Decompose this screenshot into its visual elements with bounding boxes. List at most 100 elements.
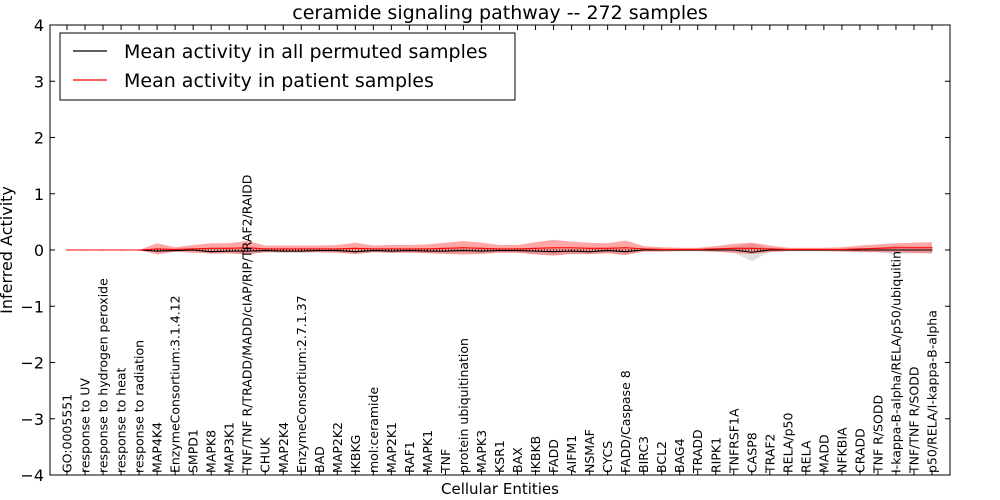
point-series-1-12 <box>282 248 284 250</box>
x-tick-label-26: IKBKB <box>528 436 543 473</box>
y-tick-label-3: −1 <box>20 297 44 316</box>
point-series-1-19 <box>408 248 410 250</box>
x-tick-label-31: FADD/Caspase 8 <box>618 370 633 473</box>
point-series-0-19 <box>408 249 410 252</box>
point-series-1-26 <box>534 247 537 249</box>
point-series-1-40 <box>787 248 789 251</box>
point-series-0-28 <box>570 250 573 252</box>
point-series-1-25 <box>516 248 519 250</box>
band-series-0 <box>67 243 932 262</box>
x-tick-label-5: MAP4K4 <box>150 422 165 473</box>
x-tick-label-38: CASP8 <box>744 432 759 473</box>
point-series-1-31 <box>625 247 627 249</box>
x-tick-label-20: MAPK1 <box>420 430 435 473</box>
x-tick-label-11: CHUK <box>258 437 273 473</box>
point-series-1-24 <box>498 248 501 250</box>
x-tick-label-41: RELA <box>798 440 813 473</box>
x-tick-label-0: GO:0005551 <box>60 394 75 473</box>
x-tick-label-43: NFKBIA <box>834 427 849 473</box>
point-series-0-16 <box>354 251 356 253</box>
point-series-0-30 <box>607 249 609 252</box>
x-tick-label-40: RELA/p50 <box>780 413 795 473</box>
x-tick-label-45: TNF R/SODD <box>870 395 885 474</box>
point-series-1-4 <box>138 249 140 251</box>
x-tick-label-39: TRAF2 <box>762 433 777 474</box>
point-series-1-6 <box>174 248 176 251</box>
x-tick-label-3: response to heat <box>114 367 129 473</box>
point-series-1-41 <box>805 248 807 251</box>
point-series-1-17 <box>372 248 374 250</box>
x-tick-label-6: EnzymeConsortium:3.1.4.12 <box>168 295 183 473</box>
band-series-1 <box>67 239 932 256</box>
point-series-0-11 <box>264 249 266 252</box>
point-series-1-9 <box>228 247 230 249</box>
x-tick-label-34: BAG4 <box>672 438 687 473</box>
point-series-1-21 <box>444 247 447 249</box>
point-series-1-44 <box>859 248 861 250</box>
x-tick-label-48: p50/RELA/I-kappa-B-alpha <box>925 310 940 473</box>
y-tick-label-4: 0 <box>34 241 44 260</box>
point-series-1-38 <box>751 247 753 249</box>
point-series-1-34 <box>679 248 681 251</box>
x-tick-label-19: RAF1 <box>402 441 417 473</box>
point-series-0-10 <box>246 250 248 252</box>
point-series-0-22 <box>462 249 465 252</box>
y-axis-label: Inferred Activity <box>0 186 16 314</box>
point-series-1-43 <box>841 248 843 251</box>
x-tick-label-46: I-kappa-B-alpha/RELA/p50/ubiquitin <box>888 251 903 473</box>
x-tick-label-13: EnzymeConsortium:2.7.1.37 <box>294 295 309 473</box>
point-series-0-5 <box>156 250 158 252</box>
point-series-1-42 <box>823 248 825 251</box>
y-tick-label-2: −2 <box>20 354 44 373</box>
point-series-0-45 <box>877 249 879 251</box>
x-tick-label-44: CRADD <box>852 428 867 473</box>
x-tick-label-14: BAD <box>312 446 327 473</box>
x-tick-label-2: response to hydrogen peroxide <box>96 278 111 473</box>
x-tick-label-18: MAP2K1 <box>384 422 399 473</box>
point-series-1-20 <box>426 248 429 250</box>
point-series-1-39 <box>769 248 771 250</box>
point-series-1-14 <box>318 248 320 250</box>
point-series-1-13 <box>300 248 302 250</box>
point-series-0-27 <box>552 251 555 253</box>
point-series-0-36 <box>715 249 717 251</box>
y-tick-label-7: 3 <box>34 72 44 91</box>
y-tick-label-1: −3 <box>20 410 44 429</box>
point-series-0-20 <box>426 250 429 252</box>
point-series-1-8 <box>210 247 212 249</box>
point-series-1-16 <box>354 247 356 249</box>
point-series-1-18 <box>390 248 392 250</box>
point-series-1-32 <box>643 248 645 250</box>
x-tick-label-28: AIFM1 <box>564 435 579 473</box>
point-series-0-15 <box>336 249 338 252</box>
point-series-0-24 <box>498 249 501 252</box>
x-tick-label-16: IKBKG <box>348 435 363 473</box>
point-series-1-36 <box>715 248 717 250</box>
point-series-0-21 <box>444 250 447 252</box>
point-series-1-22 <box>462 247 465 249</box>
y-tick-label-5: 1 <box>34 185 44 204</box>
point-series-0-23 <box>480 250 483 252</box>
point-series-1-29 <box>589 247 591 249</box>
y-tick-label-8: 4 <box>34 16 44 35</box>
x-tick-label-33: BCL2 <box>654 441 669 473</box>
point-series-0-14 <box>318 249 320 252</box>
x-tick-label-8: MAPK8 <box>204 430 219 473</box>
x-tick-label-36: RIPK1 <box>708 437 723 473</box>
legend: Mean activity in all permuted samples Me… <box>59 32 516 101</box>
point-series-1-2 <box>102 249 104 251</box>
point-series-1-0 <box>66 249 68 251</box>
point-series-1-37 <box>733 247 735 249</box>
point-series-0-32 <box>643 249 645 251</box>
point-series-0-9 <box>228 250 230 252</box>
point-series-0-17 <box>372 249 374 252</box>
x-tick-label-29: NSMAF <box>582 429 597 473</box>
x-tick-label-23: MAPK3 <box>474 430 489 473</box>
x-tick-label-7: SMPD1 <box>186 429 201 473</box>
x-tick-label-30: CYCS <box>600 441 615 473</box>
point-series-0-48 <box>931 249 933 251</box>
y-tick-label-0: −4 <box>20 466 44 485</box>
point-series-1-45 <box>877 247 879 249</box>
